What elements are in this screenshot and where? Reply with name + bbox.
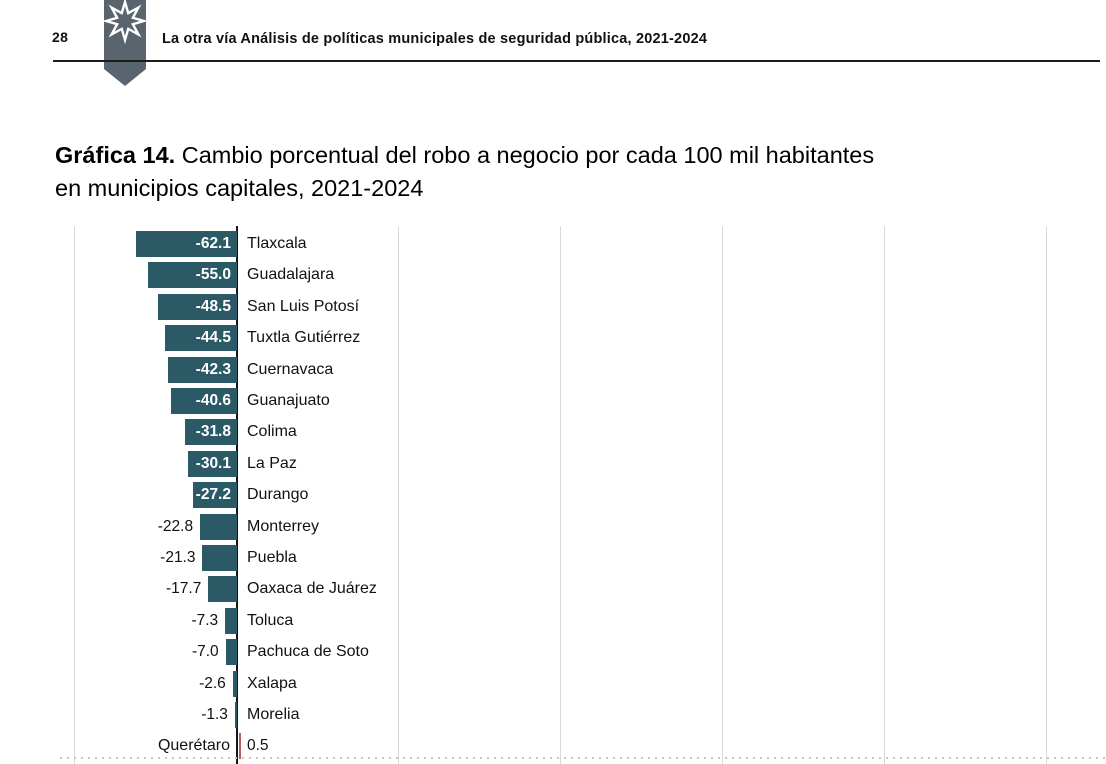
bar-category-label: Puebla [247,549,297,566]
gridline [722,226,723,764]
bar-la-paz [188,450,237,477]
bar-monterrey [200,513,237,540]
bar-category-label: Tuxtla Gutiérrez [247,329,361,347]
bar-category-label: Guadalajara [247,266,335,284]
bar-oaxaca-de-ju-rez [208,576,237,603]
bar-value: -55.0 [195,266,231,284]
bar-value: -44.5 [195,329,231,347]
bar-guanajuato [171,388,237,414]
header-rule [53,60,1100,62]
gridline [74,226,75,764]
page-number: 28 [52,29,69,45]
bar-category-label: Oaxaca de Juárez [247,580,377,598]
bar-category-label: Pachuca de Soto [247,643,369,661]
chart-bottom-dotted-line [60,757,1106,759]
bar-category-label: Xalapa [247,674,297,692]
bar-value: -62.1 [195,235,231,252]
bar-value: -40.6 [195,392,231,409]
brand-pennant [104,0,146,86]
bar-colima [185,419,237,446]
bar-tuxtla-guti-rrez [164,325,237,352]
bar-toluca [225,607,237,634]
bar-value: -7.3 [191,611,219,629]
chart-title-line1: Cambio porcentual del robo a negocio por… [181,142,875,168]
bar-value: -7.0 [191,643,219,661]
gridline [884,226,885,764]
bar-puebla [202,545,237,571]
running-header-title: La otra vía Análisis de políticas munici… [162,31,708,47]
bar-value: -27.2 [195,486,231,504]
chart-title-label: Gráfica 14. [55,142,176,168]
bar-morelia [234,702,237,728]
bar-category-label: Monterrey [247,517,320,535]
bar-category-label: Guanajuato [247,392,330,409]
bar-value: -2.6 [199,674,226,692]
bar-category-label: Toluca [247,611,294,629]
bar-value: -1.3 [201,706,228,723]
chart-title: Gráfica 14. Cambio porcentual del robo a… [55,139,1065,205]
bar-value: -30.1 [195,454,231,472]
bar-category-label: Durango [247,486,309,504]
chart-title-line2: en municipios capitales, 2021-2024 [55,175,424,201]
bar-xalapa [232,670,237,697]
bar-category-label: La Paz [247,454,297,472]
gridline [398,226,399,764]
bar-quer-taro [238,733,241,760]
gridline [560,226,561,764]
bar-value: -22.8 [157,517,194,535]
bar-value: 0.5 [247,737,269,755]
bar-value: -21.3 [160,549,196,566]
bar-category-label: Tlaxcala [247,235,307,252]
star-icon [104,0,146,45]
bar-san-luis-potos- [158,293,237,320]
bar-value: -42.3 [195,360,231,378]
bar-category-label: San Luis Potosí [247,297,360,315]
bar-category-label: Colima [247,423,297,441]
bar-category-label: Cuernavaca [247,360,334,378]
bar-cuernavaca [168,356,237,383]
bar-category-label: Querétaro [157,737,230,755]
bar-guadalajara [147,262,237,289]
bar-value: -31.8 [195,423,231,441]
bar-pachuca-de-soto [225,639,237,666]
bar-durango [192,482,237,509]
bar-value: -17.7 [165,580,202,598]
bar-category-label: Morelia [247,706,300,723]
bar-value: -48.5 [195,297,231,315]
gridline [1046,226,1047,764]
bar-tlaxcala [136,231,237,257]
